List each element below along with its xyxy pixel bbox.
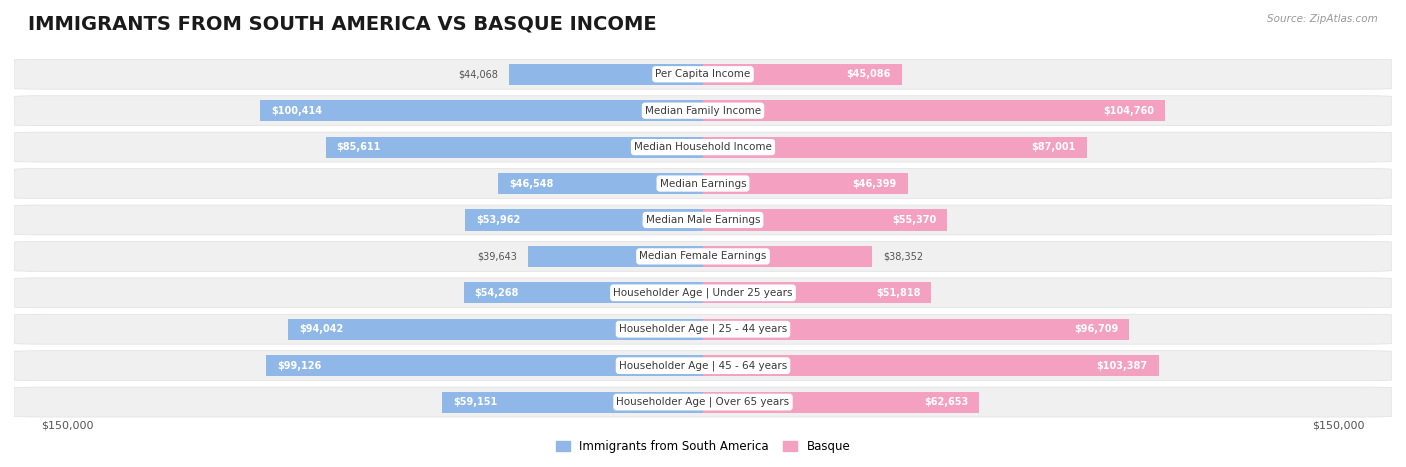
FancyBboxPatch shape xyxy=(14,132,1392,162)
Text: $104,760: $104,760 xyxy=(1102,106,1154,116)
Text: Householder Age | Under 25 years: Householder Age | Under 25 years xyxy=(613,288,793,298)
Text: $94,042: $94,042 xyxy=(299,324,343,334)
Text: Per Capita Income: Per Capita Income xyxy=(655,69,751,79)
FancyBboxPatch shape xyxy=(14,169,1392,198)
FancyBboxPatch shape xyxy=(703,246,872,267)
FancyBboxPatch shape xyxy=(443,391,703,413)
Text: IMMIGRANTS FROM SOUTH AMERICA VS BASQUE INCOME: IMMIGRANTS FROM SOUTH AMERICA VS BASQUE … xyxy=(28,14,657,33)
Text: $54,268: $54,268 xyxy=(475,288,519,298)
Text: Median Male Earnings: Median Male Earnings xyxy=(645,215,761,225)
Text: $44,068: $44,068 xyxy=(458,69,498,79)
FancyBboxPatch shape xyxy=(14,387,1392,417)
Text: $99,126: $99,126 xyxy=(277,361,321,371)
Text: $55,370: $55,370 xyxy=(891,215,936,225)
Text: Householder Age | 25 - 44 years: Householder Age | 25 - 44 years xyxy=(619,324,787,334)
Text: $46,399: $46,399 xyxy=(852,178,897,189)
Text: Householder Age | 45 - 64 years: Householder Age | 45 - 64 years xyxy=(619,361,787,371)
Text: Source: ZipAtlas.com: Source: ZipAtlas.com xyxy=(1267,14,1378,24)
Text: Householder Age | Over 65 years: Householder Age | Over 65 years xyxy=(616,397,790,407)
FancyBboxPatch shape xyxy=(464,282,703,304)
Text: Median Family Income: Median Family Income xyxy=(645,106,761,116)
Text: $53,962: $53,962 xyxy=(477,215,520,225)
Text: $62,653: $62,653 xyxy=(924,397,969,407)
FancyBboxPatch shape xyxy=(14,59,1392,89)
Text: $96,709: $96,709 xyxy=(1074,324,1118,334)
FancyBboxPatch shape xyxy=(326,136,703,158)
Text: Median Household Income: Median Household Income xyxy=(634,142,772,152)
FancyBboxPatch shape xyxy=(288,318,703,340)
FancyBboxPatch shape xyxy=(703,173,908,194)
FancyBboxPatch shape xyxy=(703,318,1129,340)
Text: $38,352: $38,352 xyxy=(883,251,924,262)
FancyBboxPatch shape xyxy=(703,100,1166,121)
Text: $85,611: $85,611 xyxy=(336,142,381,152)
FancyBboxPatch shape xyxy=(703,355,1159,376)
FancyBboxPatch shape xyxy=(509,64,703,85)
Text: $150,000: $150,000 xyxy=(1312,420,1364,430)
FancyBboxPatch shape xyxy=(703,136,1087,158)
FancyBboxPatch shape xyxy=(703,209,948,231)
FancyBboxPatch shape xyxy=(260,100,703,121)
Text: $87,001: $87,001 xyxy=(1031,142,1076,152)
Text: $150,000: $150,000 xyxy=(42,420,94,430)
Text: Median Earnings: Median Earnings xyxy=(659,178,747,189)
Text: $103,387: $103,387 xyxy=(1097,361,1147,371)
FancyBboxPatch shape xyxy=(703,282,932,304)
FancyBboxPatch shape xyxy=(498,173,703,194)
FancyBboxPatch shape xyxy=(703,391,979,413)
FancyBboxPatch shape xyxy=(14,351,1392,381)
Text: $39,643: $39,643 xyxy=(477,251,517,262)
Legend: Immigrants from South America, Basque: Immigrants from South America, Basque xyxy=(551,436,855,458)
FancyBboxPatch shape xyxy=(266,355,703,376)
FancyBboxPatch shape xyxy=(14,96,1392,126)
Text: $100,414: $100,414 xyxy=(271,106,322,116)
Text: $45,086: $45,086 xyxy=(846,69,891,79)
FancyBboxPatch shape xyxy=(14,205,1392,235)
FancyBboxPatch shape xyxy=(14,314,1392,344)
FancyBboxPatch shape xyxy=(14,241,1392,271)
FancyBboxPatch shape xyxy=(703,64,901,85)
FancyBboxPatch shape xyxy=(14,278,1392,308)
FancyBboxPatch shape xyxy=(529,246,703,267)
Text: $46,548: $46,548 xyxy=(509,178,553,189)
Text: $51,818: $51,818 xyxy=(876,288,921,298)
Text: Median Female Earnings: Median Female Earnings xyxy=(640,251,766,262)
FancyBboxPatch shape xyxy=(465,209,703,231)
Text: $59,151: $59,151 xyxy=(453,397,498,407)
